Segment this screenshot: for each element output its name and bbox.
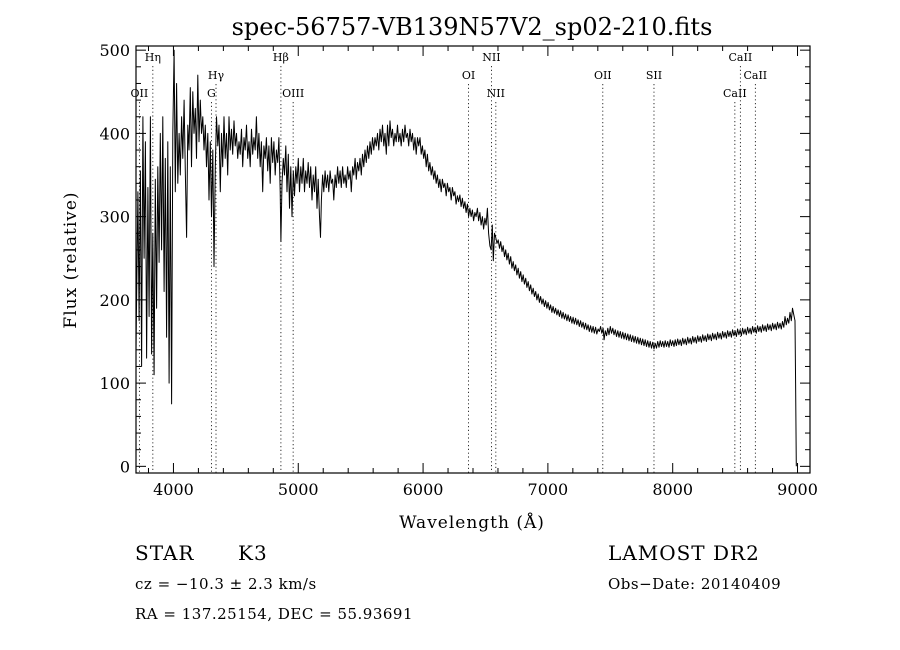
line-label-1: OII [131, 87, 149, 100]
line-label-4: Hβ [273, 51, 289, 64]
y-tick-label-3: 300 [99, 208, 130, 227]
x-tick-label-1: 5000 [278, 480, 319, 499]
line-label-5: OIII [282, 87, 304, 100]
object-subclass: K3 [238, 541, 268, 565]
x-tick-label-5: 9000 [777, 480, 818, 499]
y-axis: 0 100 200 300 400 500 [99, 41, 810, 476]
line-label-6: NII [482, 51, 500, 64]
line-label-7: OI [462, 69, 475, 82]
y-tick-label-0: 0 [120, 457, 130, 476]
line-label-3: G [207, 87, 216, 100]
redshift-velocity: cz = −10.3 ± 2.3 km/s [135, 575, 317, 593]
line-label-0: Hη [145, 51, 161, 64]
spectrum-series [135, 49, 797, 467]
x-tick-label-4: 8000 [652, 480, 693, 499]
observation-date: Obs−Date: 20140409 [608, 575, 782, 593]
sky-coordinates: RA = 137.25154, DEC = 55.93691 [135, 605, 414, 623]
line-label-11: CaII [729, 51, 753, 64]
spectral-line-markers: Hη OII Hγ G Hβ OIII NII OI NII OII SII CaII CaII CaII [131, 51, 767, 473]
line-label-9: OII [594, 69, 612, 82]
x-axis-label: Wavelength (Å) [399, 512, 545, 533]
line-label-13: CaII [723, 87, 747, 100]
y-tick-label-5: 500 [99, 41, 130, 60]
chart-title: spec-56757-VB139N57V2_sp02-210.fits [232, 13, 713, 41]
line-label-10: SII [646, 69, 662, 82]
spectrum-layer [135, 49, 797, 467]
line-label-12: CaII [743, 69, 767, 82]
y-axis-label: Flux (relative) [61, 191, 81, 328]
survey-release: LAMOST DR2 [608, 541, 760, 565]
line-label-8: NII [487, 87, 505, 100]
plot-frame [135, 45, 811, 474]
y-tick-label-2: 200 [99, 291, 130, 310]
line-label-2: Hγ [208, 69, 225, 82]
x-axis: 4000 5000 6000 7000 8000 9000 [147, 46, 818, 499]
x-tick-label-0: 4000 [153, 480, 194, 499]
y-tick-label-1: 100 [99, 374, 130, 393]
x-tick-label-3: 7000 [528, 480, 569, 499]
object-class: STAR [135, 541, 195, 565]
y-tick-label-4: 400 [99, 124, 130, 143]
x-tick-label-2: 6000 [403, 480, 444, 499]
